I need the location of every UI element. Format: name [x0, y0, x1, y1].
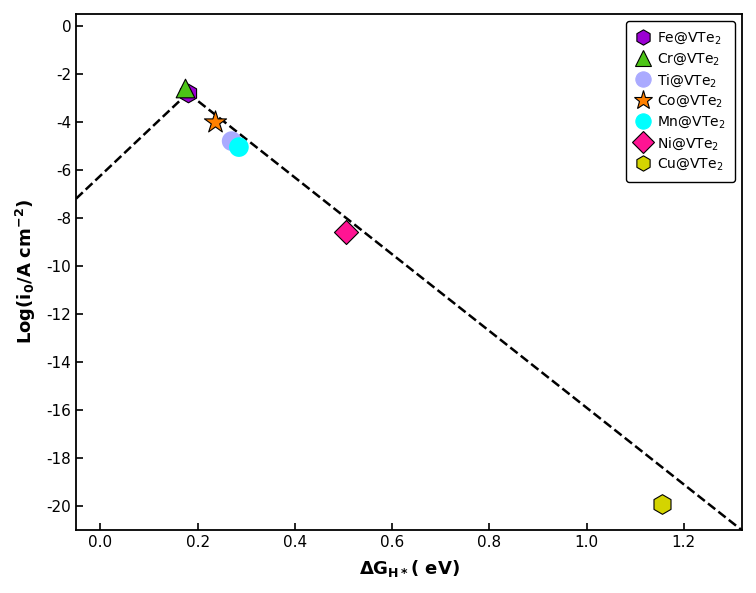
Point [225, 136, 237, 146]
Point [209, 117, 221, 127]
Point [340, 228, 352, 237]
Point [179, 84, 191, 93]
X-axis label: $\mathbf{\Delta G_{H*}}$( eV): $\mathbf{\Delta G_{H*}}$( eV) [358, 558, 460, 579]
Y-axis label: $\mathbf{Log(i_0/A\ cm^{-2})}$: $\mathbf{Log(i_0/A\ cm^{-2})}$ [14, 199, 38, 345]
Point [182, 88, 194, 98]
Legend: Fe@VTe$_2$, Cr@VTe$_2$, Ti@VTe$_2$, Co@VTe$_2$, Mn@VTe$_2$, Ni@VTe$_2$, Cu@VTe$_: Fe@VTe$_2$, Cr@VTe$_2$, Ti@VTe$_2$, Co@V… [627, 21, 735, 182]
Point [233, 142, 245, 152]
Point [656, 499, 668, 508]
